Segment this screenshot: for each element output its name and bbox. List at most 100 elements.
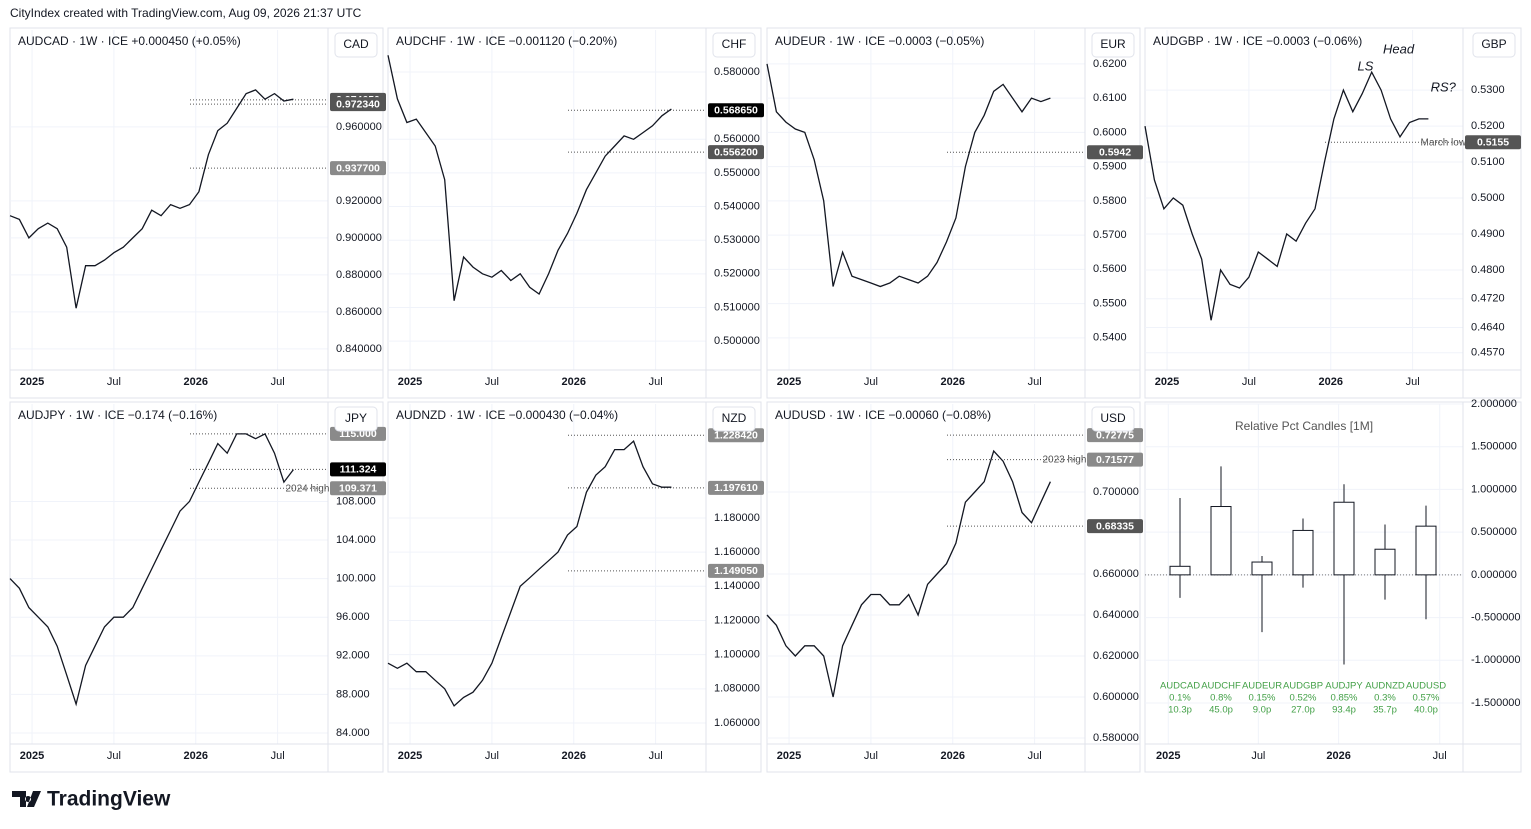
panel-frame bbox=[387, 27, 762, 399]
y-tick-label: 0.5700 bbox=[1093, 229, 1127, 241]
chart-panel: 2025 Jul 2026 Jul 0.4570 0.4640 0.4720 0.4800 0.… bbox=[1144, 27, 1522, 399]
annotation: 2024 high bbox=[285, 484, 329, 495]
value-label: 0.3% bbox=[1374, 693, 1396, 704]
y-tick-label: 0.500000 bbox=[1471, 526, 1517, 538]
y-tick-label: 0.900000 bbox=[336, 232, 382, 244]
category-label: AUDGBP bbox=[1283, 681, 1323, 692]
x-tick-label: 2026 bbox=[941, 750, 965, 762]
y-tick-label: 0.550000 bbox=[714, 167, 760, 179]
chart-panel: 2025 Jul 2026 Jul 84.000 88.000 92.000 96.000 10… bbox=[9, 401, 386, 773]
y-tick-label: 0.560000 bbox=[714, 133, 760, 145]
panel-frame bbox=[766, 27, 1141, 399]
x-tick-label: Jul bbox=[649, 376, 663, 388]
y-tick-label: 0.5600 bbox=[1093, 263, 1127, 275]
price-label-box bbox=[1087, 519, 1143, 534]
price-label-box bbox=[708, 103, 764, 118]
pip-label: 45.0p bbox=[1209, 705, 1233, 716]
currency-box bbox=[1091, 406, 1135, 432]
pip-label: 10.3p bbox=[1168, 705, 1192, 716]
category-label: AUDCHF bbox=[1201, 681, 1241, 692]
currency-label: CAD bbox=[343, 37, 369, 51]
x-tick-label: 2025 bbox=[398, 376, 422, 388]
currency-box bbox=[712, 406, 756, 432]
x-tick-label: Jul bbox=[485, 376, 499, 388]
y-tick-label: 1.180000 bbox=[714, 512, 760, 524]
price-line bbox=[766, 449, 1051, 698]
y-tick-label: 0.620000 bbox=[1093, 650, 1139, 662]
panel-frame bbox=[387, 401, 762, 773]
pip-label: 40.0p bbox=[1414, 705, 1438, 716]
y-tick-label: 0.6200 bbox=[1093, 58, 1127, 70]
price-line bbox=[387, 55, 672, 301]
price-label-box bbox=[330, 161, 386, 176]
category-label: AUDNZD bbox=[1365, 681, 1405, 692]
y-tick-label: 1.500000 bbox=[1471, 441, 1517, 453]
y-tick-label: 0.880000 bbox=[336, 269, 382, 281]
value-label: 0.85% bbox=[1331, 693, 1358, 704]
price-label-box bbox=[330, 481, 386, 496]
y-tick-label: 0.580000 bbox=[1093, 732, 1139, 744]
x-tick-label: 2025 bbox=[20, 750, 44, 762]
currency-label: USD bbox=[1100, 411, 1126, 425]
y-tick-label: 0.000000 bbox=[1471, 569, 1517, 581]
value-label: 0.57% bbox=[1413, 693, 1440, 704]
x-tick-label: 2025 bbox=[777, 376, 801, 388]
price-label: 0.5942 bbox=[1099, 147, 1131, 159]
x-tick-label: Jul bbox=[649, 750, 663, 762]
x-tick-label: Jul bbox=[1028, 376, 1042, 388]
x-tick-label: 2026 bbox=[562, 750, 586, 762]
panel-title: AUDNZD · 1W · ICE −0.000430 (−0.04%) bbox=[396, 408, 618, 422]
y-tick-label: 1.140000 bbox=[714, 580, 760, 592]
y-tick-label: 0.6000 bbox=[1093, 126, 1127, 138]
value-label: 0.15% bbox=[1249, 693, 1276, 704]
category-label: AUDJPY bbox=[1325, 681, 1363, 692]
panel-frame bbox=[9, 27, 384, 399]
y-tick-label: 0.540000 bbox=[714, 200, 760, 212]
price-label-box bbox=[708, 480, 764, 495]
x-tick-label: Jul bbox=[1028, 750, 1042, 762]
y-tick-label: 1.120000 bbox=[714, 614, 760, 626]
category-label: AUDCAD bbox=[1160, 681, 1200, 692]
chart-panel: 2025 Jul 2026 Jul 1.060000 1.080000 1.100000 1.… bbox=[387, 401, 764, 773]
y-tick-label: 100.000 bbox=[336, 573, 376, 585]
price-label: 0.568650 bbox=[714, 104, 758, 116]
currency-box bbox=[712, 32, 756, 58]
y-tick-label: 0.600000 bbox=[1093, 691, 1139, 703]
price-label: 0.71577 bbox=[1096, 454, 1134, 466]
pip-label: 27.0p bbox=[1291, 705, 1315, 716]
value-label: 0.8% bbox=[1210, 693, 1232, 704]
price-line bbox=[766, 63, 1051, 288]
x-tick-label: Jul bbox=[271, 750, 285, 762]
price-label: 1.149050 bbox=[714, 565, 758, 577]
annotation: 2023 high bbox=[1042, 455, 1086, 466]
y-tick-label: 108.000 bbox=[336, 495, 376, 507]
y-tick-label: 0.960000 bbox=[336, 121, 382, 133]
logo-text: TradingView bbox=[47, 788, 171, 811]
x-tick-label: Jul bbox=[864, 750, 878, 762]
price-label-box bbox=[330, 462, 386, 477]
price-label-box bbox=[708, 563, 764, 578]
y-tick-label: 1.000000 bbox=[1471, 483, 1517, 495]
panel-frame bbox=[1144, 27, 1522, 399]
y-tick-label: 96.000 bbox=[336, 611, 370, 623]
x-tick-label: 2026 bbox=[1319, 376, 1343, 388]
y-tick-label: 1.080000 bbox=[714, 683, 760, 695]
pip-label: 35.7p bbox=[1373, 705, 1397, 716]
currency-box bbox=[334, 406, 378, 432]
y-tick-label: 0.5200 bbox=[1471, 120, 1505, 132]
panel-title: AUDJPY · 1W · ICE −0.174 (−0.16%) bbox=[18, 408, 217, 422]
currency-label: EUR bbox=[1100, 37, 1126, 51]
y-tick-label: 0.640000 bbox=[1093, 609, 1139, 621]
value-label: 0.52% bbox=[1290, 693, 1317, 704]
panel-frame bbox=[9, 401, 384, 773]
y-tick-label: 0.4900 bbox=[1471, 228, 1505, 240]
panel-title: AUDUSD · 1W · ICE −0.00060 (−0.08%) bbox=[775, 408, 991, 422]
y-tick-label: 0.4800 bbox=[1471, 264, 1505, 276]
x-tick-label: 2026 bbox=[1326, 750, 1350, 762]
candle-body bbox=[1292, 529, 1314, 576]
y-tick-label: 0.4720 bbox=[1471, 293, 1505, 305]
annotation: Head bbox=[1383, 42, 1415, 57]
y-tick-label: 0.5500 bbox=[1093, 297, 1127, 309]
y-tick-label: 92.000 bbox=[336, 650, 370, 662]
chart-panel: 2025 Jul 2026 Jul 0.580000 0.600000 0.620000 0.… bbox=[766, 401, 1143, 773]
